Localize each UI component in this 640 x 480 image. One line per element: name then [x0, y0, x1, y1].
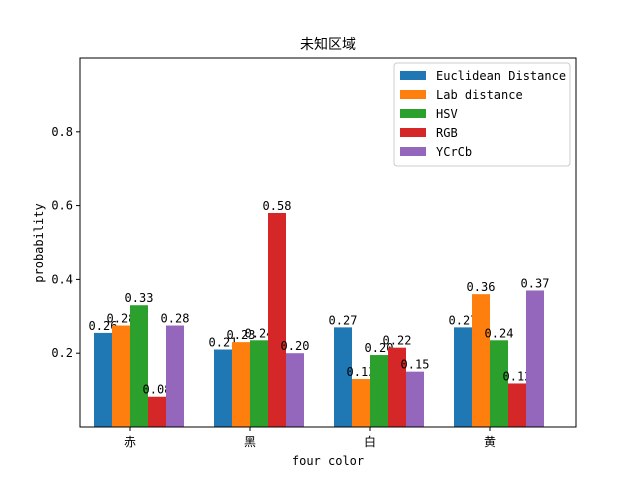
data-label: 0.27 — [329, 313, 358, 327]
x-tick-label: 黄 — [484, 435, 496, 449]
bar-hsv-1 — [250, 340, 268, 427]
data-label: 0.36 — [467, 280, 496, 294]
data-label: 0.20 — [281, 339, 310, 353]
data-label: 0.37 — [521, 276, 550, 290]
legend-label: Euclidean Distance — [436, 69, 566, 83]
data-label: 0.58 — [263, 199, 292, 213]
data-label: 0.15 — [401, 358, 430, 372]
bar-rgb-0 — [148, 396, 166, 427]
bar-lab-distance-2 — [352, 379, 370, 427]
legend-swatch — [400, 128, 426, 137]
legend: Euclidean Distance Lab distance HSV RGB YCrC… — [393, 62, 571, 167]
bar-hsv-3 — [490, 340, 508, 427]
data-label: 0.24 — [485, 326, 514, 340]
bar-euclidean-distance-0 — [94, 332, 112, 427]
plot-area: 0.26 0.21 0.27 0.27 0.28 0.23 0.13 0.36 0.33 0.24… — [89, 199, 550, 427]
axes: 赤 黑 白 黄 0.2 0.4 0.6 0.8 — [51, 125, 496, 449]
legend-box — [393, 62, 571, 167]
bar-ycrcb-1 — [286, 353, 304, 427]
bar-euclidean-distance-3 — [454, 327, 472, 427]
legend-swatch — [400, 147, 426, 156]
bar-lab-distance-1 — [232, 342, 250, 427]
data-label: 0.24 — [245, 326, 274, 340]
bar-ycrcb-2 — [406, 371, 424, 427]
bar-euclidean-distance-2 — [334, 327, 352, 427]
legend-label: HSV — [436, 107, 458, 121]
data-label: 0.28 — [161, 312, 190, 326]
legend-swatch — [400, 71, 426, 80]
y-tick-label: 0.8 — [51, 125, 73, 139]
data-label: 0.12 — [503, 369, 532, 383]
x-axis-label: four color — [292, 454, 364, 468]
data-label: 0.22 — [383, 334, 412, 348]
y-axis-label: probability — [32, 203, 46, 282]
bar-hsv-0 — [130, 305, 148, 427]
data-label: 0.28 — [107, 312, 136, 326]
plot-frame — [79, 57, 577, 428]
x-tick-label: 黑 — [244, 435, 256, 449]
legend-label: RGB — [436, 126, 458, 140]
bar-lab-distance-3 — [472, 294, 490, 427]
bar-rgb-1 — [268, 212, 286, 427]
chart-title: 未知区域 — [300, 36, 356, 53]
data-label: 0.26 — [89, 319, 118, 333]
bar-rgb-3 — [508, 383, 526, 427]
legend-label: Lab distance — [436, 88, 523, 102]
x-tick-label: 白 — [364, 434, 376, 449]
data-label: 0.21 — [209, 336, 238, 350]
bar-ycrcb-0 — [166, 325, 184, 427]
y-tick-label: 0.2 — [51, 346, 73, 360]
data-label: 0.13 — [347, 365, 376, 379]
bar-lab-distance-0 — [112, 325, 130, 427]
y-tick-label: 0.4 — [51, 272, 73, 286]
bar-euclidean-distance-1 — [214, 349, 232, 427]
legend-swatch — [400, 90, 426, 99]
x-tick-label: 赤 — [124, 435, 136, 449]
data-label: 0.33 — [125, 291, 154, 305]
legend-label: YCrCb — [436, 145, 472, 159]
data-label: 0.20 — [365, 341, 394, 355]
legend-swatch — [400, 109, 426, 118]
data-label: 0.08 — [143, 383, 172, 397]
data-label: 0.23 — [227, 328, 256, 342]
data-label: 0.27 — [449, 313, 478, 327]
bar-rgb-2 — [388, 347, 406, 427]
bar-hsv-2 — [370, 355, 388, 427]
y-tick-label: 0.6 — [51, 199, 73, 213]
bar-ycrcb-3 — [526, 290, 544, 427]
